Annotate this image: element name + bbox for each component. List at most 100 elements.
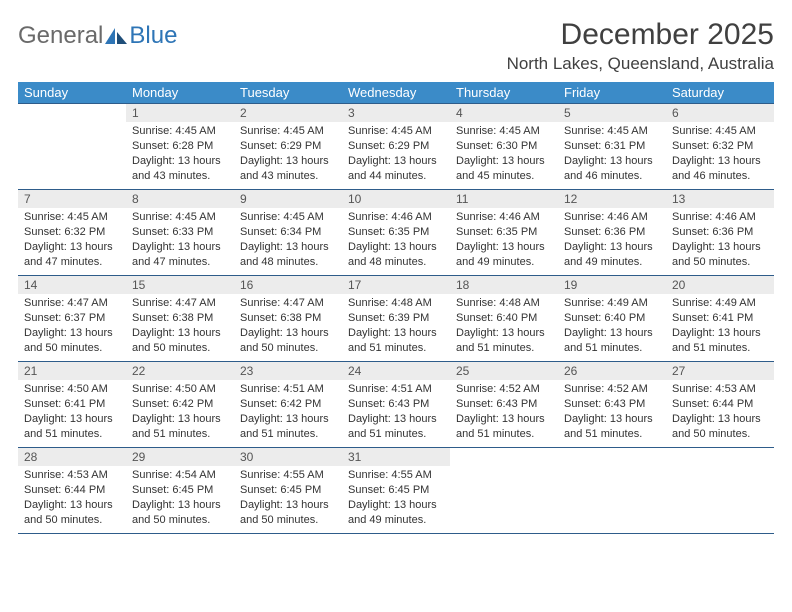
daylight-text: Daylight: 13 hours and 46 minutes. bbox=[672, 154, 768, 184]
sunset-text: Sunset: 6:41 PM bbox=[672, 311, 768, 326]
day-cell: 30Sunrise: 4:55 AMSunset: 6:45 PMDayligh… bbox=[234, 448, 342, 534]
day-details: Sunrise: 4:47 AMSunset: 6:38 PMDaylight:… bbox=[234, 294, 342, 359]
day-details: Sunrise: 4:55 AMSunset: 6:45 PMDaylight:… bbox=[234, 466, 342, 531]
day-number: 12 bbox=[558, 190, 666, 208]
sunset-text: Sunset: 6:43 PM bbox=[348, 397, 444, 412]
day-number: 17 bbox=[342, 276, 450, 294]
day-cell: 2Sunrise: 4:45 AMSunset: 6:29 PMDaylight… bbox=[234, 104, 342, 190]
day-cell: 11Sunrise: 4:46 AMSunset: 6:35 PMDayligh… bbox=[450, 190, 558, 276]
sunrise-text: Sunrise: 4:51 AM bbox=[240, 382, 336, 397]
sunset-text: Sunset: 6:36 PM bbox=[672, 225, 768, 240]
day-cell: 18Sunrise: 4:48 AMSunset: 6:40 PMDayligh… bbox=[450, 276, 558, 362]
day-details: Sunrise: 4:52 AMSunset: 6:43 PMDaylight:… bbox=[450, 380, 558, 445]
day-details: Sunrise: 4:48 AMSunset: 6:39 PMDaylight:… bbox=[342, 294, 450, 359]
daylight-text: Daylight: 13 hours and 50 minutes. bbox=[24, 498, 120, 528]
calendar-page: General Blue December 2025 North Lakes, … bbox=[0, 0, 792, 552]
daylight-text: Daylight: 13 hours and 46 minutes. bbox=[564, 154, 660, 184]
sunset-text: Sunset: 6:42 PM bbox=[240, 397, 336, 412]
daylight-text: Daylight: 13 hours and 44 minutes. bbox=[348, 154, 444, 184]
day-details: Sunrise: 4:53 AMSunset: 6:44 PMDaylight:… bbox=[666, 380, 774, 445]
daylight-text: Daylight: 13 hours and 51 minutes. bbox=[132, 412, 228, 442]
sunrise-text: Sunrise: 4:46 AM bbox=[456, 210, 552, 225]
sunset-text: Sunset: 6:44 PM bbox=[672, 397, 768, 412]
day-number: 25 bbox=[450, 362, 558, 380]
day-number: 31 bbox=[342, 448, 450, 466]
day-number: 15 bbox=[126, 276, 234, 294]
day-cell: 23Sunrise: 4:51 AMSunset: 6:42 PMDayligh… bbox=[234, 362, 342, 448]
weekday-header: Thursday bbox=[450, 82, 558, 104]
day-details: Sunrise: 4:51 AMSunset: 6:42 PMDaylight:… bbox=[234, 380, 342, 445]
sunrise-text: Sunrise: 4:48 AM bbox=[348, 296, 444, 311]
brand-logo: General Blue bbox=[18, 18, 177, 50]
day-number: 22 bbox=[126, 362, 234, 380]
day-cell: 24Sunrise: 4:51 AMSunset: 6:43 PMDayligh… bbox=[342, 362, 450, 448]
sunset-text: Sunset: 6:43 PM bbox=[456, 397, 552, 412]
day-details: Sunrise: 4:48 AMSunset: 6:40 PMDaylight:… bbox=[450, 294, 558, 359]
daylight-text: Daylight: 13 hours and 49 minutes. bbox=[564, 240, 660, 270]
sunrise-text: Sunrise: 4:51 AM bbox=[348, 382, 444, 397]
daylight-text: Daylight: 13 hours and 51 minutes. bbox=[348, 326, 444, 356]
day-number bbox=[666, 448, 774, 466]
brand-part2: Blue bbox=[129, 22, 177, 50]
sunset-text: Sunset: 6:38 PM bbox=[132, 311, 228, 326]
day-cell: 31Sunrise: 4:55 AMSunset: 6:45 PMDayligh… bbox=[342, 448, 450, 534]
day-details: Sunrise: 4:54 AMSunset: 6:45 PMDaylight:… bbox=[126, 466, 234, 531]
day-number: 21 bbox=[18, 362, 126, 380]
day-number bbox=[18, 104, 126, 122]
daylight-text: Daylight: 13 hours and 48 minutes. bbox=[240, 240, 336, 270]
week-row: 28Sunrise: 4:53 AMSunset: 6:44 PMDayligh… bbox=[18, 448, 774, 534]
daylight-text: Daylight: 13 hours and 50 minutes. bbox=[240, 326, 336, 356]
sunrise-text: Sunrise: 4:46 AM bbox=[348, 210, 444, 225]
sunset-text: Sunset: 6:33 PM bbox=[132, 225, 228, 240]
location-text: North Lakes, Queensland, Australia bbox=[507, 54, 774, 74]
day-number: 11 bbox=[450, 190, 558, 208]
day-cell: 5Sunrise: 4:45 AMSunset: 6:31 PMDaylight… bbox=[558, 104, 666, 190]
day-number: 14 bbox=[18, 276, 126, 294]
day-cell: 25Sunrise: 4:52 AMSunset: 6:43 PMDayligh… bbox=[450, 362, 558, 448]
day-number: 26 bbox=[558, 362, 666, 380]
daylight-text: Daylight: 13 hours and 50 minutes. bbox=[132, 326, 228, 356]
sunrise-text: Sunrise: 4:53 AM bbox=[24, 468, 120, 483]
day-cell bbox=[666, 448, 774, 534]
daylight-text: Daylight: 13 hours and 51 minutes. bbox=[348, 412, 444, 442]
sunrise-text: Sunrise: 4:55 AM bbox=[240, 468, 336, 483]
title-block: December 2025 North Lakes, Queensland, A… bbox=[507, 18, 774, 74]
day-details: Sunrise: 4:50 AMSunset: 6:42 PMDaylight:… bbox=[126, 380, 234, 445]
daylight-text: Daylight: 13 hours and 50 minutes. bbox=[132, 498, 228, 528]
sunset-text: Sunset: 6:35 PM bbox=[456, 225, 552, 240]
calendar-table: Sunday Monday Tuesday Wednesday Thursday… bbox=[18, 82, 774, 534]
day-details: Sunrise: 4:53 AMSunset: 6:44 PMDaylight:… bbox=[18, 466, 126, 531]
sunrise-text: Sunrise: 4:50 AM bbox=[24, 382, 120, 397]
day-cell: 27Sunrise: 4:53 AMSunset: 6:44 PMDayligh… bbox=[666, 362, 774, 448]
day-cell: 16Sunrise: 4:47 AMSunset: 6:38 PMDayligh… bbox=[234, 276, 342, 362]
day-number: 29 bbox=[126, 448, 234, 466]
day-details: Sunrise: 4:45 AMSunset: 6:32 PMDaylight:… bbox=[18, 208, 126, 273]
sunset-text: Sunset: 6:32 PM bbox=[672, 139, 768, 154]
sunrise-text: Sunrise: 4:52 AM bbox=[456, 382, 552, 397]
day-number bbox=[450, 448, 558, 466]
sunrise-text: Sunrise: 4:47 AM bbox=[240, 296, 336, 311]
day-number: 18 bbox=[450, 276, 558, 294]
day-number: 7 bbox=[18, 190, 126, 208]
sunrise-text: Sunrise: 4:49 AM bbox=[564, 296, 660, 311]
sunset-text: Sunset: 6:38 PM bbox=[240, 311, 336, 326]
day-number: 8 bbox=[126, 190, 234, 208]
day-details: Sunrise: 4:45 AMSunset: 6:33 PMDaylight:… bbox=[126, 208, 234, 273]
day-number: 4 bbox=[450, 104, 558, 122]
sunset-text: Sunset: 6:45 PM bbox=[348, 483, 444, 498]
sunset-text: Sunset: 6:34 PM bbox=[240, 225, 336, 240]
sunrise-text: Sunrise: 4:45 AM bbox=[348, 124, 444, 139]
sunset-text: Sunset: 6:40 PM bbox=[564, 311, 660, 326]
day-details: Sunrise: 4:50 AMSunset: 6:41 PMDaylight:… bbox=[18, 380, 126, 445]
daylight-text: Daylight: 13 hours and 43 minutes. bbox=[240, 154, 336, 184]
daylight-text: Daylight: 13 hours and 51 minutes. bbox=[672, 326, 768, 356]
sunrise-text: Sunrise: 4:47 AM bbox=[24, 296, 120, 311]
sunrise-text: Sunrise: 4:47 AM bbox=[132, 296, 228, 311]
sunset-text: Sunset: 6:42 PM bbox=[132, 397, 228, 412]
day-cell: 17Sunrise: 4:48 AMSunset: 6:39 PMDayligh… bbox=[342, 276, 450, 362]
sunrise-text: Sunrise: 4:49 AM bbox=[672, 296, 768, 311]
day-cell bbox=[18, 104, 126, 190]
sunrise-text: Sunrise: 4:52 AM bbox=[564, 382, 660, 397]
day-details: Sunrise: 4:46 AMSunset: 6:35 PMDaylight:… bbox=[342, 208, 450, 273]
sunset-text: Sunset: 6:35 PM bbox=[348, 225, 444, 240]
